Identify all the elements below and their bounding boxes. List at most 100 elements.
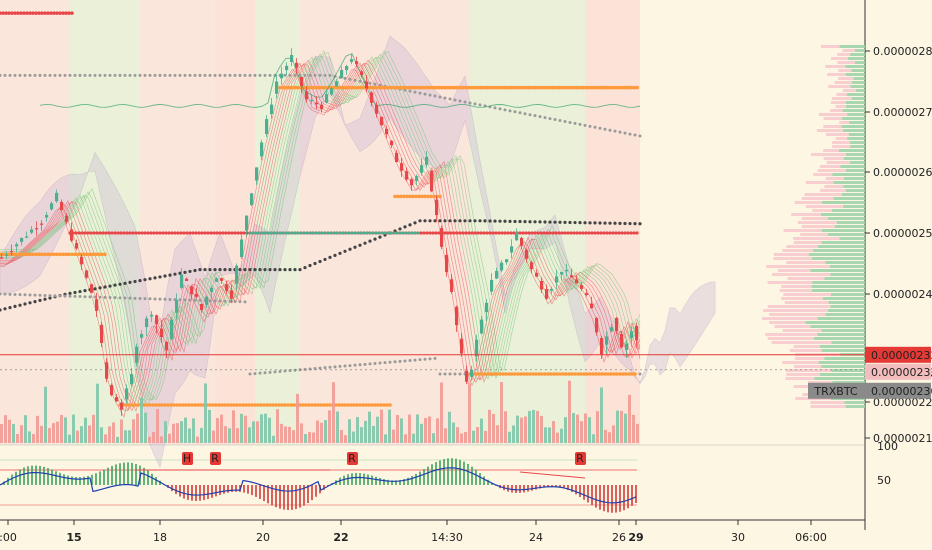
candle-body: [630, 331, 634, 338]
level-250-green-dot: [350, 231, 354, 235]
profile-bar-buy: [819, 345, 865, 348]
profile-bar-buy: [850, 53, 865, 56]
volume-bar: [584, 413, 587, 443]
profile-bar-sell: [835, 137, 848, 140]
profile-bar-sell: [784, 301, 829, 304]
ma-gray-upper-dot: [118, 73, 122, 77]
level-250-green-dot: [392, 231, 396, 235]
candle-body: [255, 167, 259, 181]
support-level-230-dot: [507, 372, 511, 376]
ma-gray-dot: [443, 372, 447, 376]
ma-gray-dot: [263, 371, 267, 375]
resistance-level-top-dot: [482, 85, 486, 90]
ma-gray-upper-dot: [628, 132, 632, 136]
resistance-level-top-dot: [620, 85, 624, 90]
volume-bar: [412, 433, 415, 443]
ma-gray-upper-dot: [568, 120, 572, 124]
volume-bar: [0, 423, 3, 443]
profile-bar-buy: [845, 189, 865, 192]
resistance-level-top-dot: [497, 85, 501, 90]
resistance-level-top-dot: [398, 85, 402, 90]
level-250-dot: [530, 231, 534, 235]
candle-body: [540, 280, 544, 290]
ma-gray-dot: [283, 369, 287, 373]
ma-gray-dot: [108, 296, 112, 300]
level-250-dot: [431, 231, 435, 235]
level-250-dot: [137, 231, 141, 235]
profile-bar-sell: [767, 337, 814, 340]
ma-gray-dot: [318, 366, 322, 370]
profile-bar-buy: [851, 69, 865, 72]
ma-gray-upper-dot: [353, 78, 357, 82]
volume-bar: [312, 432, 315, 443]
candle-body: [280, 73, 284, 79]
candle-body: [180, 274, 184, 288]
profile-bar-buy: [845, 153, 865, 156]
candle-body: [615, 318, 619, 332]
support-level-bottom-dot: [172, 403, 176, 407]
profile-bar-sell: [801, 197, 834, 200]
ma-gray-upper-dot: [598, 126, 602, 130]
ma-dark-dot: [533, 220, 537, 224]
mid-orange-level-dot: [408, 194, 412, 199]
volume-bar: [332, 382, 335, 443]
volume-bar: [152, 431, 155, 443]
resistance-level-top-dot: [596, 85, 600, 90]
ma-dark-dot: [33, 300, 37, 304]
candle-body: [330, 88, 334, 95]
level-250-dot: [449, 231, 453, 235]
level-250-dot: [575, 231, 579, 235]
volume-bar: [376, 416, 379, 443]
resistance-level-top-dot: [581, 85, 585, 90]
ma-gray-dot: [53, 294, 57, 298]
profile-bar-buy: [821, 229, 865, 232]
support-level-bottom-dot: [274, 403, 278, 407]
ma-gray-upper-dot: [328, 73, 332, 77]
volume-bar: [124, 430, 127, 443]
ma-gray-upper-dot: [138, 73, 142, 77]
volume-bar: [44, 386, 47, 443]
level-250-green-dot: [359, 231, 363, 235]
price-tick-label: 0.00000222: [873, 396, 932, 409]
volume-bar: [516, 415, 519, 443]
left-orange-level-dot: [1, 252, 5, 257]
resistance-level-top-dot: [419, 85, 423, 90]
support-level-bottom-dot: [286, 403, 290, 407]
volume-bar: [144, 412, 147, 443]
ma-dark-dot: [183, 270, 187, 274]
support-level-230-dot: [612, 372, 616, 376]
support-level-bottom-dot: [160, 403, 164, 407]
candle-body: [220, 278, 224, 281]
mid-orange-level-dot: [417, 194, 421, 199]
volume-bar: [456, 427, 459, 443]
level-250-dot: [221, 231, 225, 235]
candle-body: [440, 228, 444, 247]
resistance-level-top-dot: [527, 85, 531, 90]
support-level-230-dot: [534, 372, 538, 376]
level-250-dot: [167, 231, 171, 235]
volume-bar: [392, 429, 395, 443]
left-orange-level-dot: [13, 252, 17, 257]
volume-bar: [396, 414, 399, 443]
volume-bar: [204, 383, 207, 443]
candle-body: [275, 81, 279, 94]
time-tick-label: 30: [731, 531, 745, 544]
support-level-bottom-dot: [349, 403, 353, 407]
profile-bar-sell: [810, 405, 846, 408]
ma-gray-upper-dot: [498, 107, 502, 111]
level-250-green-dot: [257, 231, 261, 235]
resistance-level-top-dot: [449, 85, 453, 90]
volume-bar: [48, 428, 51, 443]
ma-gray-upper-dot: [503, 108, 507, 112]
level-250-dot: [464, 231, 468, 235]
volume-bar: [136, 413, 139, 443]
ma-gray-dot: [148, 297, 152, 301]
support-level-230: [468, 372, 637, 376]
top-left-marker: [0, 11, 74, 15]
ma-gray-upper-dot: [313, 73, 317, 77]
resistance-level-top-dot: [455, 85, 459, 90]
support-level-230-dot: [561, 372, 565, 376]
